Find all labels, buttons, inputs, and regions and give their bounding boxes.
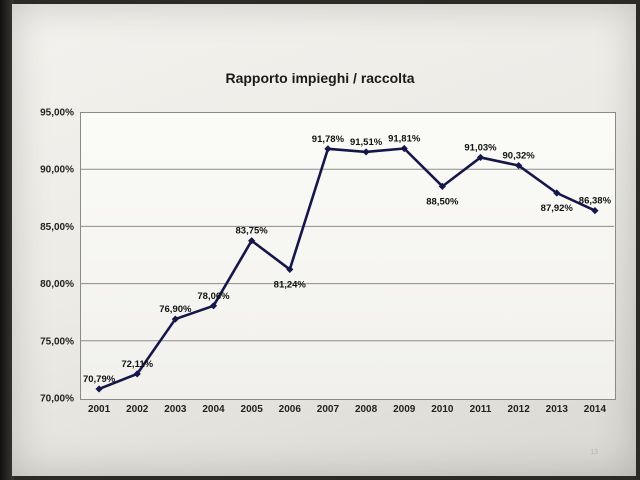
data-point bbox=[476, 153, 485, 162]
x-tick-label: 2004 bbox=[202, 404, 225, 415]
data-label: 86,38% bbox=[579, 196, 612, 207]
x-tick-label: 2005 bbox=[241, 404, 264, 415]
data-point bbox=[553, 189, 561, 197]
data-label: 88,50% bbox=[426, 196, 459, 207]
page-number: 13 bbox=[590, 449, 598, 456]
y-tick-label: 95,00% bbox=[40, 108, 74, 119]
x-tick-label: 2011 bbox=[470, 404, 492, 415]
x-tick-label: 2001 bbox=[88, 404, 111, 415]
data-point bbox=[400, 144, 408, 153]
x-tick-label: 2008 bbox=[355, 404, 378, 415]
data-label: 90,32% bbox=[503, 151, 536, 162]
x-tick-label: 2014 bbox=[584, 404, 607, 415]
monitor-bezel bbox=[0, 0, 14, 480]
data-point bbox=[171, 315, 179, 323]
chart-title: Rapporto impieghi / raccolta bbox=[225, 70, 415, 86]
data-label: 91,78% bbox=[312, 134, 345, 145]
data-label: 87,92% bbox=[541, 203, 574, 214]
data-label: 91,81% bbox=[388, 133, 421, 144]
y-tick-label: 85,00% bbox=[40, 222, 74, 233]
data-point bbox=[515, 161, 523, 170]
data-label: 72,11% bbox=[121, 359, 153, 370]
data-point bbox=[362, 148, 370, 156]
data-label: 83,75% bbox=[236, 226, 269, 237]
x-tick-label: 2010 bbox=[431, 404, 454, 415]
data-point bbox=[591, 207, 599, 215]
data-label: 78,06% bbox=[197, 291, 230, 302]
data-label: 81,24% bbox=[274, 279, 307, 290]
data-point bbox=[324, 145, 332, 153]
data-label: 76,90% bbox=[159, 304, 192, 315]
x-tick-label: 2007 bbox=[317, 404, 340, 415]
data-point bbox=[438, 182, 446, 190]
x-tick-label: 2009 bbox=[393, 404, 416, 415]
data-point bbox=[95, 385, 103, 393]
y-tick-label: 75,00% bbox=[40, 336, 74, 347]
series-line bbox=[98, 147, 596, 391]
x-tick-label: 2002 bbox=[126, 404, 149, 415]
data-point bbox=[248, 237, 256, 245]
plot-area bbox=[80, 112, 616, 400]
data-point bbox=[133, 370, 141, 378]
y-tick-label: 90,00% bbox=[40, 165, 74, 176]
x-tick-label: 2013 bbox=[546, 404, 569, 415]
x-tick-label: 2012 bbox=[508, 404, 531, 415]
data-point bbox=[209, 302, 218, 310]
data-label: 91,03% bbox=[464, 142, 497, 153]
y-tick-label: 80,00% bbox=[40, 279, 74, 290]
x-tick-label: 2006 bbox=[279, 404, 302, 415]
data-label: 91,51% bbox=[350, 137, 383, 148]
x-tick-label: 2003 bbox=[164, 404, 187, 415]
data-point bbox=[286, 265, 294, 274]
data-label: 70,79% bbox=[83, 374, 116, 385]
y-tick-label: 70,00% bbox=[40, 394, 74, 405]
